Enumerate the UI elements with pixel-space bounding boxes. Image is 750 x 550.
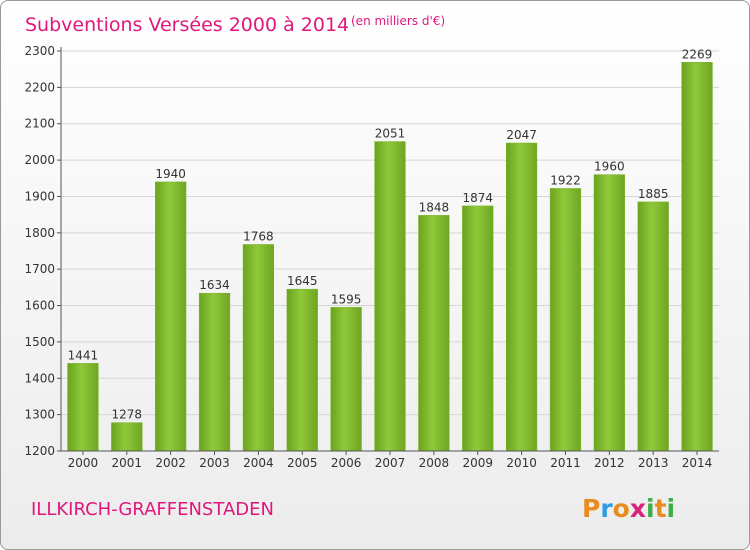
x-tick-label: 2010 (506, 456, 537, 470)
y-tick-label: 1600 (24, 299, 55, 313)
y-tick-label: 2200 (24, 80, 55, 94)
x-tick-label: 2009 (462, 456, 493, 470)
bar (155, 181, 187, 452)
bar (418, 215, 450, 452)
bar (67, 363, 99, 452)
proxiti-logo: Proxiti (582, 494, 675, 523)
bar (462, 205, 494, 452)
bar (242, 244, 275, 452)
data-label: 1940 (155, 167, 186, 181)
y-tick-label: 1300 (24, 408, 55, 422)
logo-letter: i (667, 494, 676, 523)
logo-letter: x (630, 494, 646, 523)
logo-letter: t (655, 494, 667, 523)
chart-title: Subventions Versées 2000 à 2014 (25, 14, 349, 36)
bar (198, 292, 231, 452)
x-tick-label: 2004 (243, 456, 274, 470)
y-tick-label: 2300 (24, 44, 55, 58)
data-label: 2269 (682, 47, 713, 61)
x-tick-label: 2006 (331, 456, 362, 470)
x-tick-label: 2002 (155, 456, 186, 470)
bar (286, 288, 318, 452)
data-label: 1874 (462, 191, 493, 205)
y-tick-label: 2000 (24, 153, 55, 167)
x-tick-label: 2014 (682, 456, 713, 470)
x-tick-label: 2012 (594, 456, 625, 470)
y-tick-label: 1400 (24, 371, 55, 385)
data-label: 1441 (68, 348, 99, 362)
data-label: 2047 (506, 128, 537, 142)
commune-name: ILLKIRCH-GRAFFENSTADEN (31, 499, 274, 520)
x-tick-label: 2003 (199, 456, 230, 470)
logo-text: Proxiti (582, 494, 675, 523)
logo-letter: P (582, 494, 600, 523)
y-tick-label: 1800 (24, 226, 55, 240)
x-tick-label: 2011 (550, 456, 581, 470)
y-tick-label: 1200 (24, 444, 55, 458)
chart-subtitle: (en milliers d'€) (351, 14, 445, 28)
x-tick-label: 2007 (375, 456, 406, 470)
y-tick-label: 2100 (24, 117, 55, 131)
data-label: 1634 (199, 278, 230, 292)
data-label: 1768 (243, 229, 274, 243)
bar (549, 188, 582, 452)
bar (374, 141, 406, 452)
logo-letter: o (613, 494, 630, 523)
data-label: 1848 (419, 200, 450, 214)
data-label: 1960 (594, 160, 625, 174)
bar (111, 422, 143, 452)
data-label: 1922 (550, 173, 581, 187)
x-tick-label: 2013 (638, 456, 669, 470)
data-label: 1595 (331, 292, 362, 306)
y-tick-label: 1700 (24, 262, 55, 276)
bar (681, 62, 713, 452)
data-label: 1278 (112, 408, 143, 422)
bar (505, 142, 538, 452)
bar (637, 201, 669, 452)
y-tick-label: 1500 (24, 335, 55, 349)
y-tick-label: 1900 (24, 189, 55, 203)
x-tick-label: 2005 (287, 456, 318, 470)
bar (330, 307, 362, 452)
x-tick-label: 2001 (112, 456, 143, 470)
data-label: 2051 (375, 127, 406, 141)
bar-layer: 1441 2000 1278 2001 1940 2002 1634 2003 1768 2004… (67, 47, 713, 470)
logo-letter: r (600, 494, 613, 523)
bar (593, 174, 625, 452)
x-tick-label: 2008 (419, 456, 450, 470)
logo-letter: i (646, 494, 655, 523)
data-label: 1885 (638, 187, 669, 201)
x-tick-label: 2000 (68, 456, 99, 470)
data-label: 1645 (287, 274, 318, 288)
